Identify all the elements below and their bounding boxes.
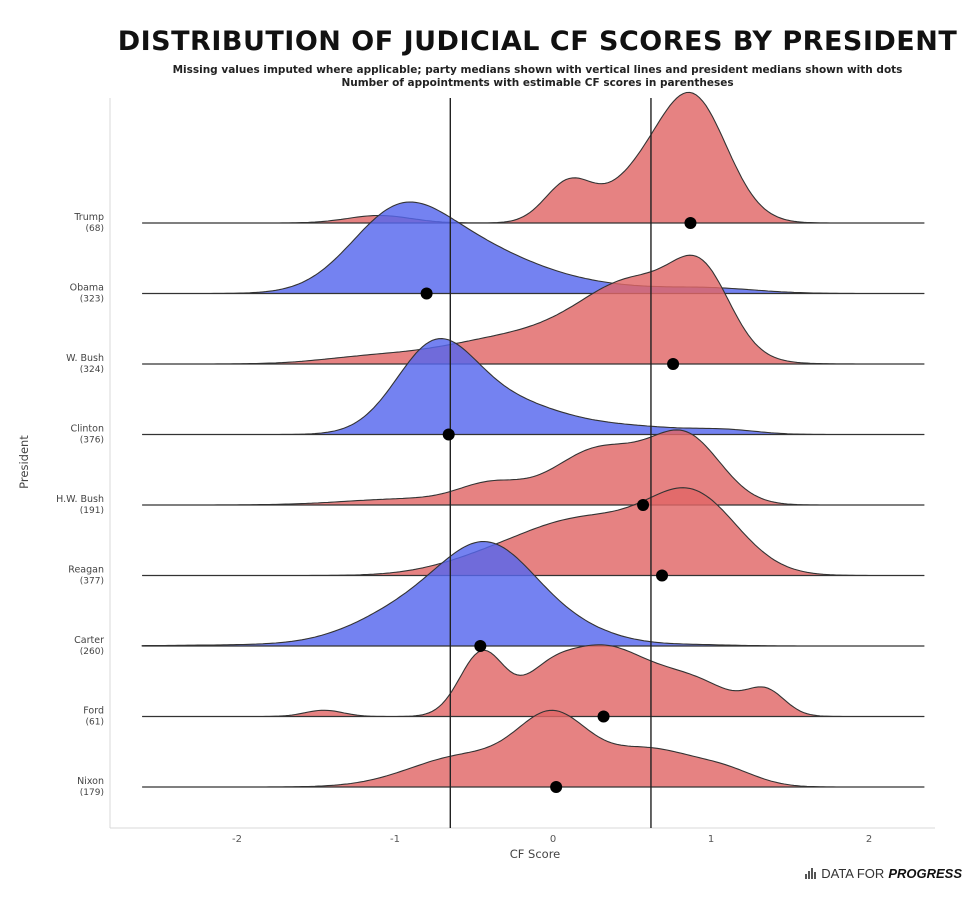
x-tick-label: 2 [866,834,872,845]
median-dot [597,710,610,723]
x-tick-label: 1 [708,834,714,845]
median-dot [442,428,455,441]
president-label: Carter [74,635,104,646]
president-label: Obama [70,283,104,294]
president-label: Nixon [77,776,104,787]
ridge-h-w-bush [142,429,925,506]
ridge-trump [142,91,925,224]
median-dot [550,781,563,793]
president-label: W. Bush [66,353,104,364]
x-tick-label: -1 [390,834,400,845]
president-count: (179) [80,788,104,798]
president-count: (377) [80,577,104,587]
x-tick-label: 0 [550,834,556,845]
chart-title: DISTRIBUTION OF JUDICIAL CF SCORES BY PR… [117,26,958,57]
president-count: (324) [80,365,104,375]
median-dot [474,640,487,652]
x-tick-label: -2 [232,834,242,845]
median-dot [667,358,680,370]
median-dot [637,499,650,511]
y-axis-title: President [17,435,31,489]
ridge-nixon [142,709,925,788]
chart-subtitle-2: Number of appointments with estimable CF… [341,77,734,89]
president-label: H.W. Bush [56,494,104,505]
x-axis-title: CF Score [510,847,561,861]
median-dot [656,569,669,582]
bar-chart-icon [805,868,817,879]
president-label: Trump [73,212,104,223]
ridge-w-bush [142,254,925,365]
president-count: (61) [86,718,104,728]
chart-subtitle: Missing values imputed where applicable;… [172,64,903,76]
brand-suffix: PROGRESS [888,866,962,881]
president-count: (68) [86,224,104,234]
president-label: Ford [83,706,104,717]
ridge-ford [142,644,925,718]
president-count: (376) [80,436,104,446]
president-count: (323) [80,295,104,305]
president-count: (191) [80,506,104,516]
ridge-obama [142,201,925,295]
median-dot [684,217,697,229]
median-dot [420,287,433,300]
president-label: Clinton [71,424,105,435]
brand-prefix: DATA FOR [821,866,885,881]
president-count: (260) [80,647,104,657]
president-label: Reagan [68,565,104,576]
brand-logo: DATA FOR PROGRESS [805,866,962,881]
